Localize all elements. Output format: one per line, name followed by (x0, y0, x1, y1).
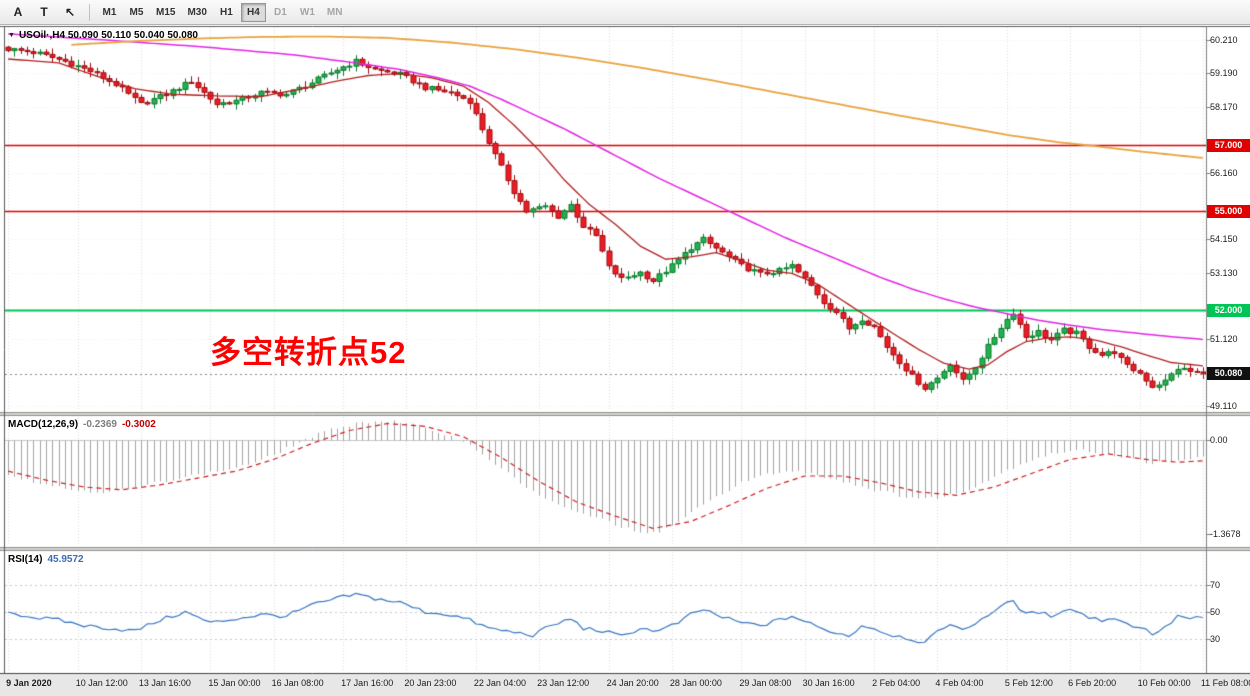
timeframe-button-h4[interactable]: H4 (240, 2, 266, 22)
timeframe-button-w1[interactable]: W1 (299, 6, 315, 18)
timeframe-button-mn[interactable]: MN (326, 6, 343, 18)
cursor-tool-button[interactable]: ↖ (64, 5, 76, 19)
rsi-value: 45.9572 (47, 554, 84, 565)
rsi-name: RSI(14) (8, 554, 43, 565)
chart-menu-arrow-icon[interactable]: ▼ (8, 32, 15, 39)
macd-signal-value: -0.3002 (121, 419, 156, 430)
timeframe-button-d1[interactable]: D1 (274, 6, 287, 18)
arrow-tool-button[interactable]: A (13, 5, 23, 19)
annotation-text[interactable]: 多空转折点52 (210, 335, 407, 370)
macd-main-value: -0.2369 (83, 419, 117, 430)
macd-label: MACD(12,26,9) -0.2369 -0.3002 (8, 419, 156, 430)
rsi-label: RSI(14) 45.9572 (8, 554, 84, 565)
timeframe-button-m5[interactable]: M5 (129, 6, 144, 18)
timeframe-button-m30[interactable]: M30 (187, 6, 207, 18)
text-tool-button[interactable]: T (40, 5, 48, 19)
timeframe-toolbar: M1 M5 M15 M30 H1 H4 D1 W1 MN (97, 2, 347, 22)
toolbar: A T ↖ M1 M5 M15 M30 H1 H4 D1 W1 MN (0, 0, 1250, 25)
chart-title-text: USOil·,H4 50.090 50.110 50.040 50.080 (18, 30, 198, 41)
macd-name: MACD(12,26,9) (8, 419, 79, 430)
tool-button-group: A T ↖ (6, 2, 82, 22)
timeframe-button-m15[interactable]: M15 (156, 6, 176, 18)
chart-title: ▼ USOil·,H4 50.090 50.110 50.040 50.080 (8, 30, 198, 41)
timeframe-button-m1[interactable]: M1 (102, 6, 117, 18)
timeframe-button-h1[interactable]: H1 (220, 6, 233, 18)
toolbar-separator (89, 3, 90, 21)
